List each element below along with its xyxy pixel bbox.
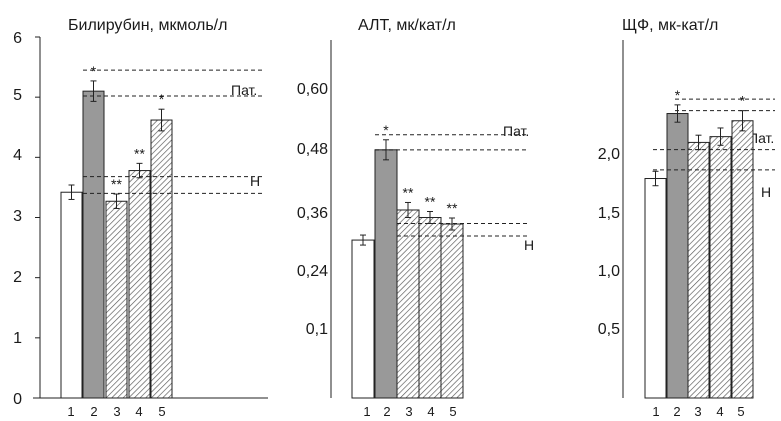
- panel-1-category-2: 2: [90, 404, 97, 419]
- panel-3-category-1: 1: [652, 404, 659, 419]
- panel-1-ytick-4: 4: [13, 147, 22, 164]
- panel-2-norm-label: Н: [524, 237, 534, 253]
- panel-2-ytick-4: 0,60: [297, 81, 328, 98]
- panel-3-category-5: 5: [737, 404, 744, 419]
- panel-3-ytick-1: 1,0: [598, 263, 620, 280]
- panel-1-bar-3: [105, 200, 128, 399]
- panel-3-pat-label: Пат.: [748, 130, 774, 146]
- panel-3-norm-label: Н: [761, 184, 771, 200]
- panel-alt: АЛТ, мк/кат/л 0,1 0,24 0,36 0,48 0,60 1 …: [297, 17, 534, 419]
- panel-2-bar-3: [396, 209, 420, 399]
- panel-1-significance-5: *: [159, 91, 165, 107]
- panel-bilirubin: Билирубин, мкмоль/л 0 1 2 3 4 5 6 1 2 3 …: [13, 17, 260, 419]
- panel-1-significance-2: *: [91, 63, 97, 79]
- panel-3-bar-5: [731, 120, 754, 399]
- panel-1-significance-4: **: [134, 145, 145, 161]
- panel-1-ytick-0: 0: [13, 391, 22, 408]
- panel-2-category-1: 1: [363, 404, 370, 419]
- panel-1-bar-2: [82, 90, 105, 399]
- panel-3-category-2: 2: [673, 404, 680, 419]
- panel-1-ytick-2: 2: [13, 269, 22, 286]
- panel-1-pat-label: Пат.: [231, 82, 257, 98]
- panel-2-ytick-1: 0,24: [297, 263, 328, 280]
- panel-3-bar-1: [644, 178, 667, 399]
- panel-2-category-2: 2: [383, 404, 390, 419]
- panel-2-significance-4: **: [425, 193, 436, 209]
- panel-2-significance-5: **: [447, 200, 458, 216]
- panel-3-significance-5: *: [740, 93, 746, 109]
- panel-2-bar-1: [351, 239, 375, 399]
- panel-2-bar-2: [374, 149, 398, 399]
- panel-3-category-4: 4: [716, 404, 723, 419]
- panel-2-ytick-2: 0,36: [297, 205, 328, 222]
- panel-3-ytick-2: 1,5: [598, 205, 620, 222]
- panel-3-ytick-0: 0,5: [598, 321, 620, 338]
- panel-2-category-5: 5: [449, 404, 456, 419]
- panel-1-bar-1: [60, 191, 83, 399]
- panel-1-ytick-6: 6: [13, 30, 22, 47]
- panel-2-significance-3: **: [403, 184, 414, 200]
- panel-3-category-3: 3: [694, 404, 701, 419]
- panel-3-ytick-3: 2,0: [598, 146, 620, 163]
- panel-2-significance-2: *: [383, 122, 389, 138]
- panel-1-bar-5: [150, 119, 173, 399]
- panel-3-bar-3: [687, 141, 710, 399]
- panel-1-norm-label: Н: [250, 173, 260, 189]
- panel-1-category-4: 4: [135, 404, 142, 419]
- panel-3-significance-2: *: [675, 87, 681, 103]
- panel-2-ytick-0: 0,1: [306, 321, 328, 338]
- panel-1-category-3: 3: [113, 404, 120, 419]
- panel-2-category-3: 3: [405, 404, 412, 419]
- panel-3-bar-2: [666, 113, 689, 399]
- panel-2-title: АЛТ, мк/кат/л: [358, 17, 456, 34]
- panel-1-category-1: 1: [67, 404, 74, 419]
- panel-2-ytick-3: 0,48: [297, 141, 328, 158]
- panel-1-ytick-3: 3: [13, 208, 22, 225]
- panel-1-ytick-1: 1: [13, 330, 22, 347]
- panel-alp: ЩФ, мк-кат/л 0,5 1,0 1,5 2,0 1 2 3 4 5 П…: [598, 17, 775, 419]
- panel-1-significance-3: **: [111, 176, 122, 192]
- panel-1-title: Билирубин, мкмоль/л: [68, 17, 227, 34]
- panel-2-pat-label: Пат.: [503, 123, 529, 139]
- panel-3-bar-4: [709, 136, 732, 399]
- panel-3-title: ЩФ, мк-кат/л: [622, 17, 718, 34]
- panel-1-ytick-5: 5: [13, 87, 22, 104]
- panel-2-bar-4: [418, 217, 442, 399]
- panel-2-category-4: 4: [427, 404, 434, 419]
- panel-2-bar-5: [440, 223, 464, 399]
- panel-1-category-5: 5: [158, 404, 165, 419]
- panel-1-bar-4: [128, 170, 151, 399]
